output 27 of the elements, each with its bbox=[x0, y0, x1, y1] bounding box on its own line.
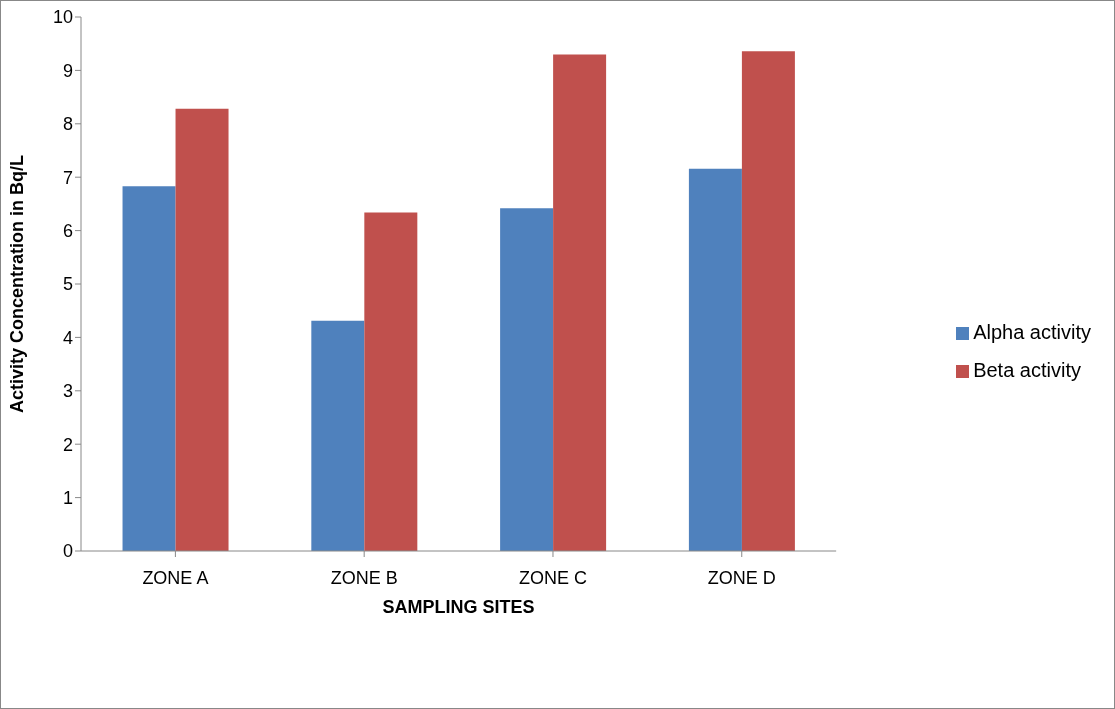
y-tick-label: 2 bbox=[62, 434, 73, 455]
x-axis-title: SAMPLING SITES bbox=[382, 597, 535, 617]
legend-label: Alpha activity bbox=[973, 321, 1091, 343]
x-tick-label: ZONE B bbox=[330, 567, 398, 588]
bar bbox=[500, 208, 554, 551]
bar bbox=[364, 212, 418, 551]
y-tick-label: 7 bbox=[62, 167, 73, 188]
y-tick-label: 6 bbox=[62, 220, 73, 241]
x-tick-label: ZONE D bbox=[707, 567, 776, 588]
bar bbox=[553, 54, 607, 551]
y-tick-label: 10 bbox=[52, 7, 73, 28]
bar bbox=[122, 186, 176, 551]
y-axis-title: Activity Concentration in Bq/L bbox=[7, 154, 28, 414]
legend-label: Beta activity bbox=[973, 359, 1081, 381]
y-tick-label: 3 bbox=[62, 381, 73, 402]
bar bbox=[175, 108, 229, 551]
bar bbox=[688, 168, 742, 551]
y-tick-label: 8 bbox=[62, 114, 73, 135]
y-tick-label: 4 bbox=[62, 327, 73, 348]
y-tick-label: 1 bbox=[62, 487, 73, 508]
y-tick-label: 9 bbox=[62, 60, 73, 81]
bar bbox=[311, 320, 365, 551]
x-tick-label: ZONE C bbox=[518, 567, 587, 588]
y-tick-label: 5 bbox=[62, 274, 73, 295]
bar bbox=[741, 51, 795, 551]
y-tick-label: 0 bbox=[62, 541, 73, 562]
x-tick-label: ZONE A bbox=[142, 567, 209, 588]
